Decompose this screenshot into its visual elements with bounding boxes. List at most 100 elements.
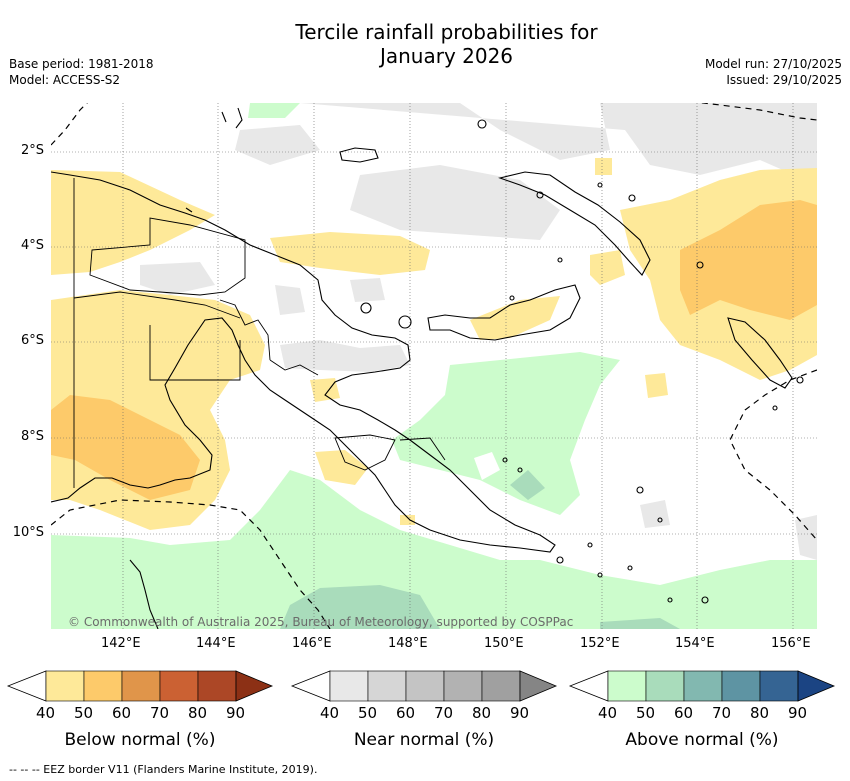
cb-tick: 50 [74, 704, 94, 722]
below-normal-40-50 [51, 170, 215, 275]
cb-tick: 40 [36, 704, 56, 722]
cb-cell [645, 670, 685, 702]
above-normal-50-60 [280, 585, 440, 629]
cb-tick: 60 [674, 704, 694, 722]
eez-border [51, 103, 817, 629]
cb-cell [759, 670, 799, 702]
manus-coast [339, 147, 379, 163]
meta-left: Base period: 1981-2018 Model: ACCESS-S2 [9, 56, 154, 88]
above-normal-50-60 [600, 618, 680, 629]
cb-cell [197, 670, 237, 702]
eez-footer-note: -- -- -- EEZ border V11 (Flanders Marine… [9, 763, 318, 776]
lat-label: 6°S [20, 333, 44, 348]
new-britain-coast [427, 284, 581, 341]
cb-tick: 80 [472, 704, 492, 722]
cape-york-coast [129, 559, 159, 629]
cb-tick: 60 [396, 704, 416, 722]
colorbar-title-above: Above normal (%) [625, 730, 779, 750]
below-normal-40-50 [400, 515, 415, 525]
cb-tick: 90 [510, 704, 530, 722]
below-normal-40-50 [315, 450, 368, 485]
cb-tick: 70 [712, 704, 732, 722]
cb-tick: 90 [788, 704, 808, 722]
map-field: © Commonwealth of Australia 2025, Bureau… [51, 103, 817, 629]
near-normal-region [280, 340, 410, 372]
new-guinea-coast [51, 171, 556, 553]
below-normal-50-60 [680, 200, 817, 320]
near-normal-region [275, 285, 305, 315]
cb-cell [405, 670, 445, 702]
model-name: Model: ACCESS-S2 [9, 73, 121, 87]
below-normal-40-50 [470, 296, 560, 340]
cb-tick: 40 [320, 704, 340, 722]
model-run: Model run: 27/10/2025 [704, 57, 842, 71]
base-period: Base period: 1981-2018 [9, 57, 154, 71]
cb-cell [721, 670, 761, 702]
lon-label: 152°E [580, 636, 620, 651]
colorbar-title-near: Near normal (%) [353, 730, 495, 750]
lon-label: 144°E [196, 636, 236, 651]
below-normal-40-50 [310, 378, 340, 402]
admin-borders [73, 178, 446, 488]
map-title: Tercile rainfall probabilities for Janua… [0, 20, 850, 68]
above-normal-40-50 [474, 452, 500, 480]
colorbars [6, 670, 836, 702]
below-normal-40-50 [645, 373, 668, 398]
near-normal-region [640, 500, 670, 528]
lat-label: 10°S [12, 525, 44, 540]
below-normal-40-50 [270, 232, 430, 275]
lat-label: 2°S [20, 143, 44, 158]
above-normal-40-50 [51, 470, 817, 629]
cb-cell [121, 670, 161, 702]
cb-cell [481, 670, 521, 702]
bougainville-coast [727, 317, 793, 389]
cb-tick: 90 [226, 704, 246, 722]
new-ireland-coast [498, 171, 651, 276]
near-normal-region [795, 515, 817, 560]
colorbar-above [568, 670, 836, 702]
cb-tick: 70 [434, 704, 454, 722]
lon-label: 148°E [388, 636, 428, 651]
cb-tick: 70 [150, 704, 170, 722]
lon-label: 150°E [484, 636, 524, 651]
lon-label: 154°E [675, 636, 715, 651]
cb-tick: 80 [188, 704, 208, 722]
colorbar-near [290, 670, 558, 702]
near-normal-region [350, 165, 560, 240]
colorbar-title-below: Below normal (%) [64, 730, 216, 750]
below-normal-40-50 [595, 158, 612, 175]
below-normal-50-60 [51, 395, 200, 500]
lon-label: 146°E [292, 636, 332, 651]
cb-cell [159, 670, 199, 702]
cb-tick: 80 [750, 704, 770, 722]
meta-right: Model run: 27/10/2025 Issued: 29/10/2025 [705, 56, 842, 88]
coastlines [51, 107, 804, 629]
above-normal-50-60 [510, 470, 545, 500]
near-normal-region [140, 262, 215, 295]
title-line-1: Tercile rainfall probabilities for [295, 20, 598, 44]
cb-cell [329, 670, 369, 702]
map-credit: © Commonwealth of Australia 2025, Bureau… [68, 615, 573, 629]
lon-label: 156°E [771, 636, 811, 651]
cb-cell [45, 670, 85, 702]
cb-cell [83, 670, 123, 702]
cb-cell [607, 670, 647, 702]
cb-cell [683, 670, 723, 702]
below-normal-40-50 [590, 250, 625, 285]
cb-tick: 50 [636, 704, 656, 722]
above-normal-40-50 [248, 103, 300, 118]
near-normal-region [350, 278, 385, 302]
lat-label: 8°S [20, 429, 44, 444]
near-normal-region [300, 103, 817, 185]
lat-label: 4°S [20, 238, 44, 253]
graticule [51, 103, 817, 629]
lon-label: 142°E [101, 636, 141, 651]
cb-tick: 50 [358, 704, 378, 722]
issued-date: Issued: 29/10/2025 [726, 73, 842, 87]
cb-cell [367, 670, 407, 702]
colorbar-below [6, 670, 274, 702]
cb-tick: 60 [112, 704, 132, 722]
title-line-2: January 2026 [379, 44, 514, 68]
cb-cell [443, 670, 483, 702]
